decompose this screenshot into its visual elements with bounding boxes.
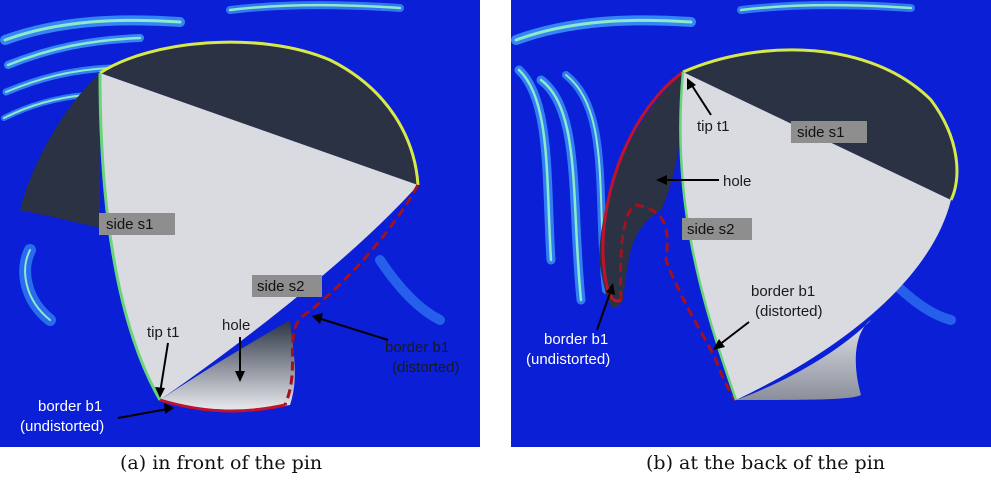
tip-arrowhead	[687, 78, 696, 90]
outer-arc-contour	[99, 40, 420, 186]
side-s2-label: side s2	[687, 221, 735, 238]
tip-arrow	[690, 83, 712, 116]
border-b1-distorted	[619, 203, 738, 402]
side-s2-contour	[679, 71, 738, 401]
tip-arrow	[159, 342, 169, 394]
tip-label: tip t1	[147, 324, 180, 341]
border-undistorted-arrowhead	[606, 283, 615, 295]
tip-label: tip t1	[697, 118, 730, 135]
left-dark-region	[20, 73, 100, 228]
border-undistorted-label-1: border b1	[544, 331, 608, 348]
hole-region	[736, 320, 871, 400]
hole-label: hole	[723, 173, 751, 190]
border-distorted-arrow	[317, 317, 389, 341]
hole-region	[160, 320, 295, 410]
border-undistorted-label-2: (undistorted)	[20, 418, 104, 435]
pin-section-shape	[680, 72, 951, 400]
side-s1-contour	[98, 72, 162, 401]
border-undistorted-label-1: border b1	[38, 398, 102, 415]
tip-arrowhead	[155, 387, 165, 398]
border-distorted-arrow	[718, 321, 750, 346]
border-undistorted-arrowhead	[164, 403, 174, 414]
border-distorted-label-1: border b1	[385, 339, 449, 356]
border-undistorted-label-2: (undistorted)	[526, 351, 610, 368]
side-s1-box	[99, 213, 175, 235]
border-distorted-label-1: border b1	[751, 283, 815, 300]
border-distorted-arrowhead	[713, 339, 725, 350]
outer-arc-contour	[682, 48, 959, 201]
side-s1-box	[791, 121, 867, 143]
pin-section-shape	[100, 73, 418, 400]
left-dark-region	[599, 72, 684, 308]
panel-a-figure: side s1 side s2 tip t1 hole border b1 (u…	[0, 0, 480, 447]
hole-label: hole	[222, 317, 250, 334]
side-s1-label: side s1	[797, 124, 845, 141]
border-b1-undistorted	[159, 398, 286, 413]
caption-a: (a) in front of the pin	[120, 452, 323, 474]
border-distorted-label-2: (distorted)	[392, 359, 460, 376]
border-distorted-arrowhead	[312, 313, 323, 324]
hole-arrowhead	[235, 371, 245, 382]
border-b1-distorted	[283, 184, 420, 406]
panel-b-at-back: side s1 side s2 tip t1 hole border b1 (u…	[511, 0, 991, 447]
side-s1-label: side s1	[106, 216, 154, 233]
caption-b: (b) at the back of the pin	[646, 452, 886, 474]
side-s2-box	[252, 275, 322, 297]
wake-contours	[0, 1, 445, 326]
side-s2-label: side s2	[257, 278, 305, 295]
hole-arrowhead	[656, 175, 667, 185]
border-undistorted-arrow	[117, 408, 169, 419]
side-s2-box	[682, 218, 752, 240]
panel-a-in-front: side s1 side s2 tip t1 hole border b1 (u…	[0, 0, 480, 447]
panel-b-figure: side s1 side s2 tip t1 hole border b1 (u…	[511, 0, 991, 447]
border-distorted-label-2: (distorted)	[755, 303, 823, 320]
upper-dark-region	[100, 42, 418, 186]
border-undistorted-arrow	[596, 289, 612, 331]
